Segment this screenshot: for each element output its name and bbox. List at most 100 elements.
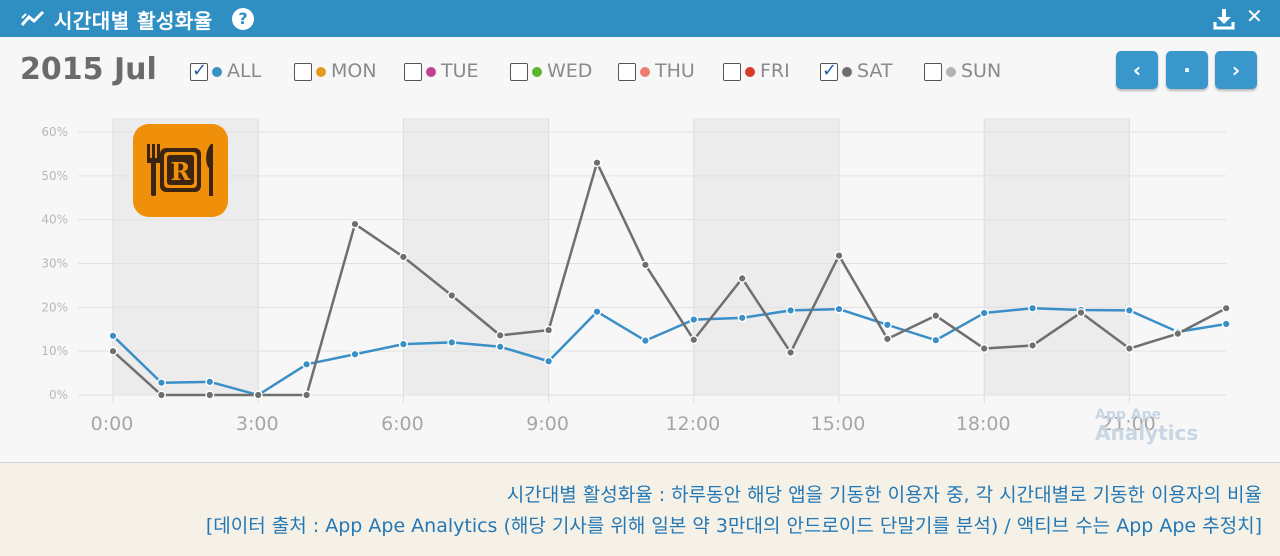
data-point-all	[350, 349, 360, 359]
download-icon[interactable]	[1213, 8, 1235, 30]
data-point-sat	[689, 335, 699, 345]
y-tick-label: 0%	[49, 388, 68, 402]
checkbox-tue[interactable]	[404, 63, 422, 81]
data-point-all	[592, 307, 602, 317]
footer-line1: 시간대별 활성화율 : 하루동안 해당 앱을 기동한 이용자 중, 각 시간대별…	[506, 484, 1262, 506]
data-point-sat	[302, 390, 312, 400]
y-tick-label: 30%	[41, 257, 68, 271]
data-point-all	[205, 377, 215, 387]
data-point-sat	[1124, 344, 1134, 354]
y-tick-label: 40%	[41, 213, 68, 227]
color-dot-all	[212, 67, 222, 77]
x-tick-label: 9:00	[526, 413, 569, 435]
data-point-sat	[1076, 308, 1086, 318]
data-point-sat	[108, 346, 118, 356]
y-tick-label: 50%	[41, 169, 68, 183]
data-point-all	[1124, 305, 1134, 315]
data-point-sat	[253, 390, 263, 400]
data-point-sat	[1173, 329, 1183, 339]
checkmark-icon: ✓	[192, 60, 208, 81]
x-tick-label: 0:00	[91, 413, 134, 435]
x-tick-label: 15:00	[811, 413, 866, 435]
data-point-all	[834, 304, 844, 314]
month-label: 2015 Jul	[20, 52, 157, 87]
title-bar: 시간대별 활성화율 ? ✕	[0, 0, 1280, 37]
color-dot-tue	[426, 67, 436, 77]
data-point-all	[1028, 303, 1038, 313]
filter-thu-label: THU	[655, 60, 695, 82]
data-point-sat	[1221, 303, 1231, 313]
prev-month-button[interactable]: ‹	[1116, 51, 1158, 89]
next-month-button[interactable]: ›	[1215, 51, 1257, 89]
color-dot-sat	[842, 67, 852, 77]
data-point-all	[931, 335, 941, 345]
chart-band	[984, 118, 1130, 395]
watermark: App Ape Analytics	[1095, 406, 1198, 443]
series-line-all	[112, 306, 1227, 397]
color-dot-wed	[532, 67, 542, 77]
checkbox-mon[interactable]	[294, 63, 312, 81]
color-dot-fri	[745, 67, 755, 77]
data-point-sat	[544, 325, 554, 335]
filter-tue-label: TUE	[441, 60, 479, 82]
data-point-all	[302, 359, 312, 369]
checkbox-sat[interactable]: ✓	[820, 60, 838, 81]
color-dot-sun	[946, 67, 956, 77]
watermark-line1: App Ape	[1095, 407, 1162, 423]
data-point-sat	[640, 260, 650, 270]
svg-text:R: R	[171, 157, 192, 186]
checkbox-thu[interactable]	[618, 63, 636, 81]
y-tick-label: 60%	[41, 125, 68, 139]
chart-band	[403, 118, 549, 395]
data-point-sat	[786, 347, 796, 357]
data-point-sat	[737, 273, 747, 283]
checkmark-icon: ✓	[822, 60, 838, 81]
footer-note: 시간대별 활성화율 : 하루동안 해당 앱을 기동한 이용자 중, 각 시간대별…	[206, 480, 1262, 542]
chart-band	[1129, 118, 1227, 395]
x-tick-label: 21:00	[1101, 413, 1156, 435]
filter-mon-label: MON	[331, 60, 377, 82]
x-tick-label: 12:00	[665, 413, 720, 435]
data-point-sat	[979, 344, 989, 354]
data-point-sat	[156, 390, 166, 400]
y-tick-label: 20%	[41, 300, 68, 314]
data-point-sat	[592, 158, 602, 168]
checkbox-wed[interactable]	[510, 63, 528, 81]
data-point-all	[640, 336, 650, 346]
panel-title: 시간대별 활성화율	[54, 9, 213, 33]
data-point-sat	[882, 334, 892, 344]
close-icon[interactable]: ✕	[1246, 4, 1263, 28]
filter-fri-label: FRI	[760, 60, 790, 82]
current-month-button[interactable]: ·	[1166, 51, 1208, 89]
data-point-all	[447, 337, 457, 347]
filter-all-label: ALL	[227, 60, 262, 82]
y-tick-label: 10%	[41, 344, 68, 358]
footer-line2: [데이터 출처 : App Ape Analytics (해당 기사를 위해 일…	[205, 515, 1262, 537]
chart-band	[839, 118, 985, 395]
data-point-sat	[931, 311, 941, 321]
data-point-sat	[350, 219, 360, 229]
series-line-sat	[112, 161, 1227, 397]
data-point-sat	[1028, 340, 1038, 350]
checkbox-fri[interactable]	[723, 63, 741, 81]
app-icon: R	[133, 124, 228, 217]
checkbox-all[interactable]: ✓	[190, 60, 208, 81]
chart-band	[548, 118, 694, 395]
trend-chart-icon	[20, 10, 45, 26]
help-icon[interactable]: ?	[232, 8, 254, 30]
data-point-all	[979, 308, 989, 318]
data-point-all	[786, 305, 796, 315]
data-point-all	[108, 331, 118, 341]
data-point-all	[398, 339, 408, 349]
data-point-sat	[834, 251, 844, 261]
data-point-sat	[495, 330, 505, 340]
data-point-sat	[205, 390, 215, 400]
checkbox-sun[interactable]	[924, 63, 942, 81]
data-point-all	[737, 313, 747, 323]
x-tick-label: 18:00	[956, 413, 1011, 435]
chart-band	[693, 118, 839, 395]
data-point-all	[544, 356, 554, 366]
data-point-sat	[447, 290, 457, 300]
line-chart: 0% 10% 20% 30% 40% 50% 60% 0:00 3:00 6:00 9:00 12:0…	[41, 118, 1231, 435]
color-dot-thu	[640, 67, 650, 77]
